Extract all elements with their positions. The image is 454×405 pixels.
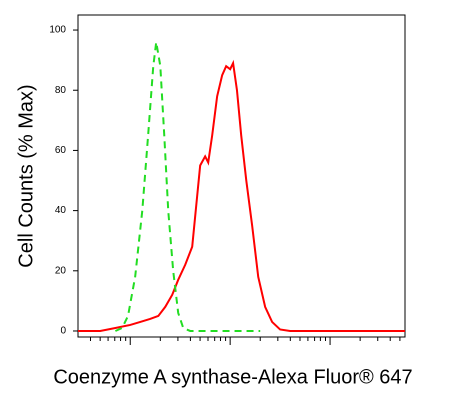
x-axis-label: Coenzyme A synthase-Alexa Fluor® 647	[53, 366, 412, 388]
y-tick-label: 100	[49, 25, 66, 36]
y-tick-label: 80	[55, 85, 67, 96]
line-series	[78, 59, 405, 332]
y-tick-label: 40	[55, 205, 67, 216]
plot-frame	[77, 14, 406, 338]
y-tick-label: 0	[60, 326, 66, 337]
y-tick-label: 60	[55, 145, 67, 156]
y-tick-label: 20	[55, 265, 67, 276]
line-series	[114, 41, 261, 332]
y-axis-label: Cell Counts (% Max)	[15, 84, 37, 267]
